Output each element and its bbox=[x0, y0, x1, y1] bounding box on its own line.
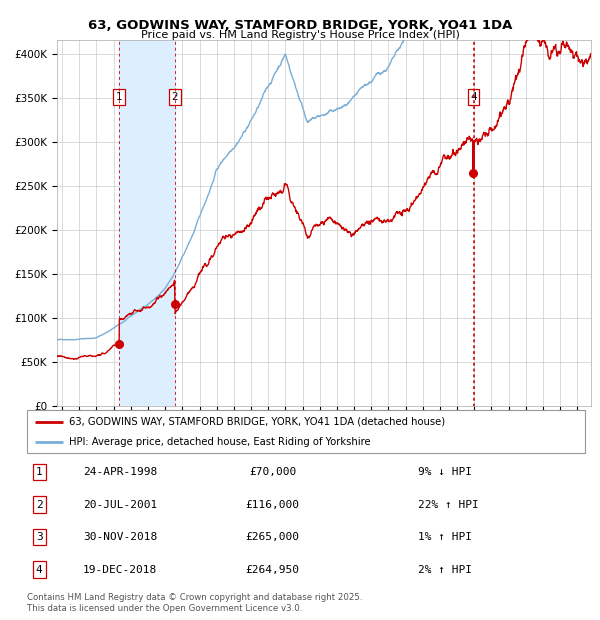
Text: 24-APR-1998: 24-APR-1998 bbox=[83, 467, 157, 477]
Text: 1: 1 bbox=[116, 92, 122, 102]
Text: 20-JUL-2001: 20-JUL-2001 bbox=[83, 500, 157, 510]
Text: 1% ↑ HPI: 1% ↑ HPI bbox=[418, 532, 472, 542]
Text: £70,000: £70,000 bbox=[249, 467, 296, 477]
Text: 22% ↑ HPI: 22% ↑ HPI bbox=[418, 500, 478, 510]
Text: 4: 4 bbox=[470, 92, 477, 102]
Text: 1: 1 bbox=[36, 467, 43, 477]
Text: 63, GODWINS WAY, STAMFORD BRIDGE, YORK, YO41 1DA (detached house): 63, GODWINS WAY, STAMFORD BRIDGE, YORK, … bbox=[69, 417, 445, 427]
FancyBboxPatch shape bbox=[27, 410, 585, 453]
Text: £116,000: £116,000 bbox=[245, 500, 299, 510]
Text: 4: 4 bbox=[36, 565, 43, 575]
Text: 3: 3 bbox=[36, 532, 43, 542]
Text: 19-DEC-2018: 19-DEC-2018 bbox=[83, 565, 157, 575]
Text: Contains HM Land Registry data © Crown copyright and database right 2025.
This d: Contains HM Land Registry data © Crown c… bbox=[27, 593, 362, 613]
Text: 2% ↑ HPI: 2% ↑ HPI bbox=[418, 565, 472, 575]
Text: 63, GODWINS WAY, STAMFORD BRIDGE, YORK, YO41 1DA: 63, GODWINS WAY, STAMFORD BRIDGE, YORK, … bbox=[88, 19, 512, 32]
Text: 30-NOV-2018: 30-NOV-2018 bbox=[83, 532, 157, 542]
Text: £264,950: £264,950 bbox=[245, 565, 299, 575]
Bar bbox=[119, 40, 175, 406]
Text: £265,000: £265,000 bbox=[245, 532, 299, 542]
Text: 2: 2 bbox=[36, 500, 43, 510]
Text: HPI: Average price, detached house, East Riding of Yorkshire: HPI: Average price, detached house, East… bbox=[69, 437, 370, 447]
Text: Price paid vs. HM Land Registry's House Price Index (HPI): Price paid vs. HM Land Registry's House … bbox=[140, 30, 460, 40]
Text: 2: 2 bbox=[172, 92, 178, 102]
Text: 9% ↓ HPI: 9% ↓ HPI bbox=[418, 467, 472, 477]
